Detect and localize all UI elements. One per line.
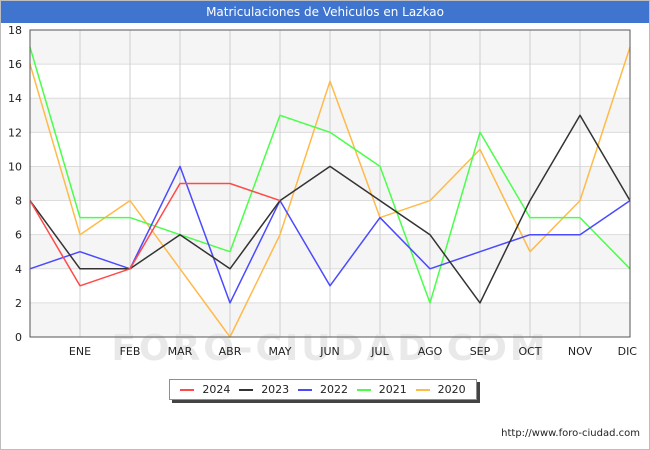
legend-label: 2021 bbox=[378, 383, 407, 396]
x-tick-label: SEP bbox=[470, 345, 491, 358]
x-tick-label: NOV bbox=[568, 345, 593, 358]
legend-item-2021: 2021 bbox=[356, 383, 407, 396]
x-tick-label: AGO bbox=[418, 345, 443, 358]
y-tick-label: 2 bbox=[15, 297, 22, 310]
y-tick-label: 12 bbox=[8, 126, 22, 139]
x-tick-label: OCT bbox=[518, 345, 541, 358]
y-tick-label: 8 bbox=[15, 195, 22, 208]
y-tick-label: 0 bbox=[15, 331, 22, 344]
legend-item-2024: 2024 bbox=[180, 383, 230, 396]
y-tick-label: 14 bbox=[8, 92, 22, 105]
legend: 2024 2023 2022 2021 2020 bbox=[169, 379, 477, 400]
series-line-2021 bbox=[29, 46, 631, 304]
watermark: FORO-CIUDAD.COM bbox=[111, 328, 548, 369]
x-tick-label: ENE bbox=[69, 345, 91, 358]
y-tick-label: 16 bbox=[8, 58, 22, 71]
legend-item-2020: 2020 bbox=[415, 383, 466, 396]
x-tick-label: ABR bbox=[219, 345, 242, 358]
x-tick-label: MAR bbox=[168, 345, 193, 358]
legend-label: 2022 bbox=[319, 383, 348, 396]
y-tick-label: 4 bbox=[15, 263, 22, 276]
legend-item-2023: 2023 bbox=[239, 383, 289, 396]
y-tick-label: 18 bbox=[8, 24, 22, 37]
y-tick-label: 10 bbox=[8, 160, 22, 173]
legend-swatch bbox=[356, 388, 371, 391]
x-tick-label: MAY bbox=[269, 345, 292, 358]
plot-border bbox=[29, 29, 631, 338]
series-line-2020 bbox=[29, 46, 631, 338]
series-lines bbox=[29, 46, 631, 338]
y-tick-label: 6 bbox=[15, 229, 22, 242]
x-axis-ticks: ENE FEB MAR ABR MAY JUN JUL AGO SEP OCT NOV DIC bbox=[69, 345, 637, 358]
source-url[interactable]: http://www.foro-ciudad.com bbox=[501, 428, 640, 439]
legend-item-2022: 2022 bbox=[297, 383, 348, 396]
legend-label: 2020 bbox=[437, 383, 466, 396]
legend-swatch bbox=[180, 388, 195, 391]
legend-swatch bbox=[239, 388, 254, 391]
x-tick-label: FEB bbox=[120, 345, 141, 358]
legend-swatch bbox=[415, 388, 430, 391]
series-line-2024 bbox=[29, 182, 281, 287]
x-tick-label: JUN bbox=[319, 345, 340, 358]
legend-label: 2023 bbox=[261, 383, 290, 396]
chart-title: Matriculaciones de Vehiculos en Lazkao bbox=[1, 1, 649, 23]
y-axis-ticks: 0 2 4 6 8 10 12 14 16 18 bbox=[8, 24, 22, 344]
x-tick-label: DIC bbox=[618, 345, 638, 358]
legend-label: 2024 bbox=[202, 383, 231, 396]
legend-swatch bbox=[297, 388, 312, 391]
x-tick-label: JUL bbox=[370, 345, 389, 358]
